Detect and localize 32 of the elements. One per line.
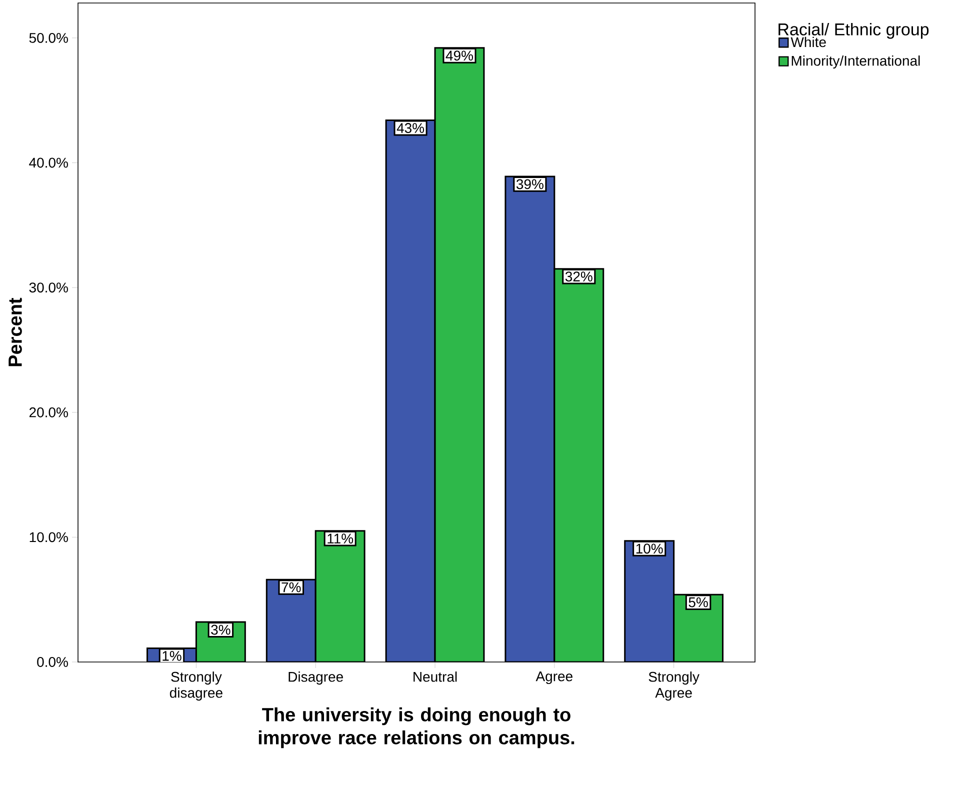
data-label: 32%: [565, 272, 592, 282]
bar: [435, 48, 484, 662]
x-tick-label: Disagree: [288, 672, 343, 685]
bar: [386, 120, 436, 662]
data-label: 5%: [688, 597, 708, 608]
x-tick-label: Neutral: [414, 672, 457, 682]
x-axis-title: The university is doing enough to improve race relations on campus.: [258, 707, 574, 748]
y-tick-label: 50.0%: [29, 32, 68, 43]
data-label: 7%: [282, 582, 301, 592]
y-tick-label: 40.0%: [29, 158, 68, 168]
y-tick-label: 20.0%: [29, 407, 68, 418]
bar: [266, 580, 316, 662]
bar: [505, 176, 554, 662]
data-label: 43%: [396, 123, 424, 133]
y-tick-label: 10.0%: [30, 532, 68, 542]
data-label: 3%: [211, 624, 230, 635]
data-label: 1%: [162, 650, 182, 661]
bar: [624, 540, 675, 662]
data-label: 39%: [516, 179, 544, 190]
legend-label: White: [790, 36, 826, 48]
data-label: 11%: [328, 534, 354, 544]
y-tick-label: 30.0%: [29, 282, 68, 293]
data-label: 10%: [636, 544, 663, 554]
bar: [554, 268, 604, 662]
x-tick-label: Strongly disagree: [170, 672, 222, 701]
legend-label: Minority/International: [792, 55, 920, 69]
x-tick-label: Strongly Agree: [648, 672, 700, 701]
x-tick-label: Agree: [536, 672, 572, 684]
y-tick-label: 0.0%: [37, 657, 68, 667]
y-axis-title: Percent: [8, 298, 22, 366]
data-label: 49%: [446, 50, 473, 61]
bar: [316, 530, 365, 662]
